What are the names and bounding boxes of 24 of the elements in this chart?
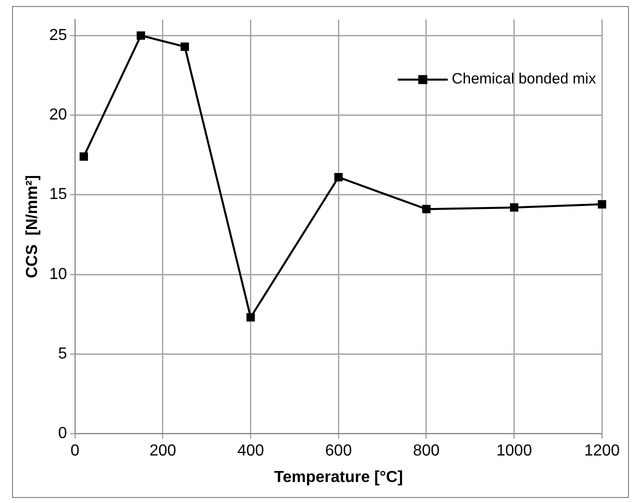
point <box>80 152 88 161</box>
y-tick-label: 5 <box>58 345 68 362</box>
y-tick-label: 20 <box>49 106 68 124</box>
x-tick-label: 800 <box>412 442 440 460</box>
y-tick-label: 25 <box>49 26 68 44</box>
x-tick-label: 1200 <box>584 442 620 460</box>
x-tick-label: 600 <box>325 442 352 460</box>
x-axis-title: Temperature [°C] <box>274 468 403 486</box>
x-tick-label: 0 <box>70 442 80 460</box>
y-tick-label: 10 <box>49 266 68 283</box>
point <box>334 173 343 182</box>
point <box>422 204 431 214</box>
x-tick-label: 1000 <box>496 442 532 460</box>
point <box>136 31 146 40</box>
x-tick-label: 400 <box>237 442 264 460</box>
y-tick-label: 0 <box>58 425 68 442</box>
y-axis-title: CCS [N/mm²] <box>24 175 42 278</box>
y-tick-label: 15 <box>49 186 68 204</box>
point <box>180 42 189 51</box>
legend-label: Chemical bonded mix <box>452 70 596 88</box>
point <box>510 203 518 212</box>
x-tick-label: 200 <box>149 442 176 460</box>
point <box>598 200 606 208</box>
point <box>246 313 255 322</box>
